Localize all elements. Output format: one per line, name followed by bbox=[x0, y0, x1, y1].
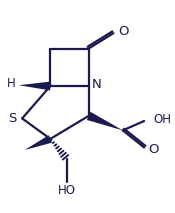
Polygon shape bbox=[25, 135, 52, 150]
Polygon shape bbox=[87, 112, 123, 130]
Text: OH: OH bbox=[153, 113, 172, 126]
Text: S: S bbox=[9, 112, 17, 125]
Text: H: H bbox=[7, 77, 15, 90]
Text: O: O bbox=[148, 143, 159, 156]
Text: HO: HO bbox=[58, 184, 76, 197]
Text: O: O bbox=[118, 25, 129, 38]
Polygon shape bbox=[19, 82, 50, 91]
Text: N: N bbox=[92, 78, 102, 91]
